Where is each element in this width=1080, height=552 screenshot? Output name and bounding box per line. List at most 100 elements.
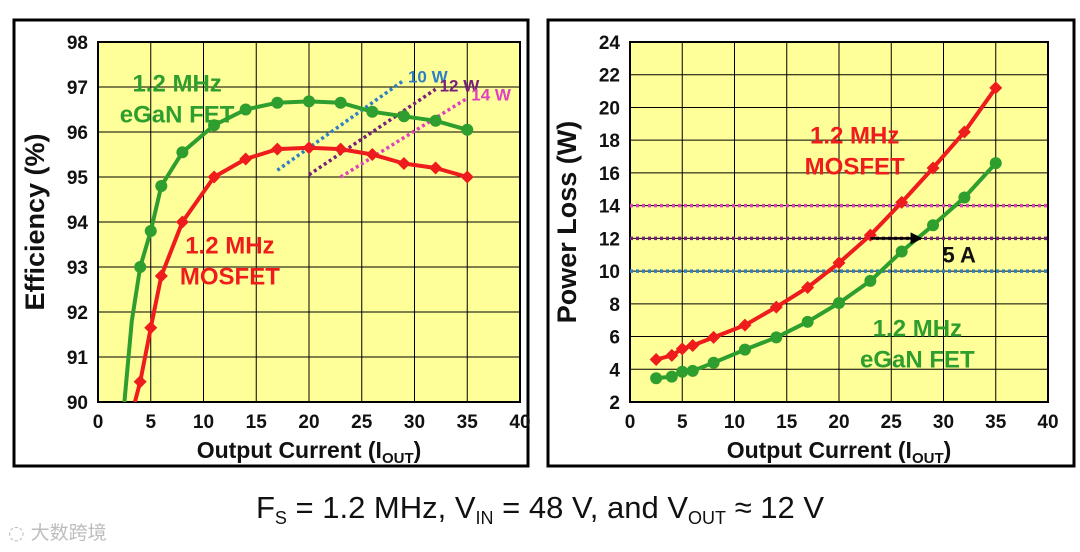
x-tick-label: 5 <box>145 412 156 433</box>
x-tick-label: 30 <box>933 412 954 433</box>
data-point-egan-fet <box>927 219 940 232</box>
data-point-egan-fet <box>303 95 315 108</box>
watermark-icon: ◌ <box>8 522 31 544</box>
y-tick-label: 18 <box>599 131 620 152</box>
x-tick-label: 40 <box>1037 412 1058 433</box>
x-tick-label: 0 <box>625 412 636 433</box>
data-point-egan-fet <box>676 365 689 378</box>
y-tick-label: 92 <box>67 303 88 324</box>
x-tick-label: 20 <box>828 412 849 433</box>
data-point-mosfet <box>397 157 411 170</box>
y-tick-label: 93 <box>67 258 88 279</box>
data-point-mosfet <box>738 318 752 332</box>
data-point-egan-fet <box>801 315 814 328</box>
right-chart: 0 5 10 15 20 25 30 35 4024681012141618202224Outp… <box>546 18 1076 468</box>
iso-loss-label: 10 W <box>408 67 449 86</box>
data-point-egan-fet <box>958 191 971 204</box>
x-tick-label: 15 <box>246 412 268 433</box>
data-point-mosfet <box>769 300 783 314</box>
data-point-egan-fet <box>176 146 189 159</box>
y-tick-label: 95 <box>67 168 89 189</box>
iso-loss-line-10W <box>276 78 405 172</box>
series-annotation: 1.2 MHz MOSFET <box>180 233 280 291</box>
x-tick-label: 10 <box>724 412 745 433</box>
y-tick-label: 97 <box>67 78 88 99</box>
watermark: ◌ 大数跨境 <box>8 518 107 545</box>
data-point-mosfet <box>460 170 474 184</box>
x-tick-label: 20 <box>298 412 319 433</box>
data-point-egan-fet <box>208 119 221 132</box>
data-point-mosfet <box>429 161 443 175</box>
data-point-mosfet <box>302 141 316 155</box>
left-chart: 0 5 10 15 20 25 30 35 40909192939495969798Output… <box>12 18 531 468</box>
shift-arrowhead <box>910 232 923 245</box>
data-point-mosfet <box>957 125 971 139</box>
data-point-egan-fet <box>239 103 252 116</box>
x-tick-label: 0 <box>93 412 104 433</box>
data-point-mosfet <box>686 339 700 353</box>
data-point-egan-fet <box>366 105 379 118</box>
y-tick-label: 4 <box>609 360 620 381</box>
y-tick-label: 14 <box>599 197 621 218</box>
x-tick-label: 5 <box>677 412 688 433</box>
data-point-egan-fet <box>770 331 783 344</box>
x-tick-label: 10 <box>193 412 214 433</box>
data-point-mosfet <box>334 142 348 156</box>
shift-arrow-label: 5 A <box>942 243 976 268</box>
caption-f: F <box>255 490 275 525</box>
data-point-mosfet <box>832 256 846 270</box>
x-tick-label: 25 <box>881 412 903 433</box>
y-tick-label: 96 <box>67 123 88 144</box>
data-point-mosfet <box>365 148 379 161</box>
data-point-mosfet <box>675 342 689 356</box>
series-annotation: 1.2 MHz eGaN FET <box>120 71 235 129</box>
iso-loss-line-14W <box>339 96 469 179</box>
y-tick-label: 90 <box>67 393 88 414</box>
data-point-egan-fet <box>155 180 168 192</box>
data-point-mosfet <box>926 161 940 175</box>
iso-loss-line-12W <box>308 87 437 177</box>
data-point-mosfet <box>801 280 815 294</box>
y-tick-label: 91 <box>67 348 89 369</box>
caption-vin-sub: IN <box>475 508 494 528</box>
iso-loss-label: 12 W <box>440 76 481 95</box>
data-point-mosfet <box>207 170 221 184</box>
y-tick-label: 8 <box>609 295 620 316</box>
data-point-mosfet <box>649 352 663 366</box>
plot-content <box>122 78 474 402</box>
data-point-egan-fet <box>144 225 157 237</box>
y-tick-label: 6 <box>609 328 620 349</box>
caption-vin-value: = 48 V, and V <box>493 490 689 525</box>
data-point-egan-fet <box>134 261 147 273</box>
data-point-egan-fet <box>895 245 908 258</box>
x-tick-label: 15 <box>776 412 798 433</box>
data-point-mosfet <box>665 348 679 362</box>
series-line-mosfet <box>132 145 468 402</box>
data-point-mosfet <box>895 195 909 209</box>
caption-f-sub: S <box>274 508 287 528</box>
x-tick-label: 25 <box>351 412 373 433</box>
watermark-text: 大数跨境 <box>30 522 107 544</box>
data-point-egan-fet <box>833 297 845 309</box>
data-point-egan-fet <box>707 356 720 369</box>
plot-content <box>630 81 1048 385</box>
data-point-egan-fet <box>989 157 1002 170</box>
data-point-mosfet <box>989 81 1003 95</box>
data-point-egan-fet <box>334 96 347 109</box>
data-point-egan-fet <box>864 274 877 287</box>
x-tick-label: 40 <box>509 412 530 433</box>
y-axis-label: Efficiency (%) <box>20 133 50 310</box>
chart-canvas: 0 5 10 15 20 25 30 35 40909192939495969798Output… <box>12 18 1076 468</box>
caption-vout-value: ≈ 12 V <box>726 490 825 525</box>
x-tick-label: 30 <box>404 412 425 433</box>
series-annotation: 1.2 MHz eGaN FET <box>860 316 975 374</box>
data-point-egan-fet <box>429 114 442 127</box>
data-point-egan-fet <box>686 364 699 377</box>
data-point-egan-fet <box>397 110 410 123</box>
data-point-mosfet <box>707 330 721 344</box>
data-point-mosfet <box>133 375 147 389</box>
data-point-mosfet <box>270 142 284 156</box>
data-point-egan-fet <box>738 343 751 356</box>
y-tick-label: 98 <box>67 33 88 54</box>
data-point-mosfet <box>144 321 158 335</box>
